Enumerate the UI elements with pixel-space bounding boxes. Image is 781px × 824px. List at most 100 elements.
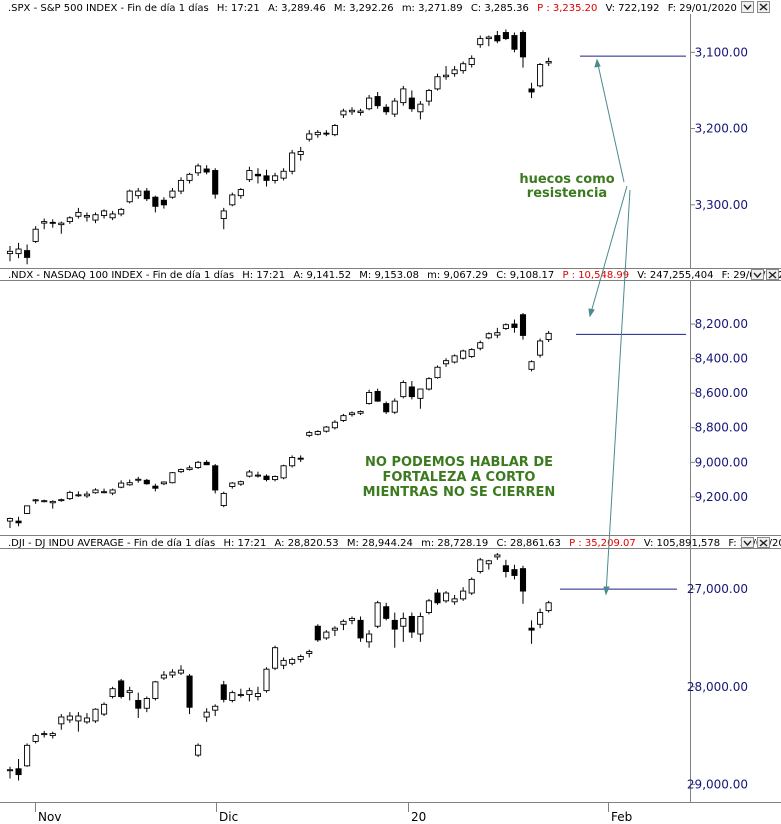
y-tick-ndx: 8,200.00 <box>695 317 748 331</box>
candle <box>280 657 287 670</box>
candle <box>468 55 475 68</box>
candle <box>451 354 458 364</box>
candle <box>41 499 48 503</box>
candle <box>135 476 142 483</box>
candle <box>374 600 381 629</box>
x-label-2020: 20 <box>411 810 426 824</box>
candle <box>135 692 142 718</box>
header-dji: .DJI - DJ INDU AVERAGE - Fin de día 1 dí… <box>8 537 781 549</box>
header-ndx-open: A: 9,141.52 <box>293 270 351 281</box>
spx-minimize-button[interactable] <box>741 1 754 13</box>
candle <box>58 714 65 730</box>
x-label-dic: Dic <box>219 810 238 824</box>
candle <box>143 696 150 713</box>
header-ndx-p: P : 10,548.99 <box>562 270 629 281</box>
y-tick-ndx: 8,800.00 <box>695 421 748 435</box>
candle <box>391 612 398 648</box>
candle <box>383 104 390 115</box>
arrow-head-dji <box>603 586 610 596</box>
candle <box>254 471 262 478</box>
candle <box>263 667 270 693</box>
candle <box>451 66 458 77</box>
candle <box>519 565 527 604</box>
header-dji-text: .DJI - DJ INDU AVERAGE - Fin de día 1 dí… <box>8 537 781 549</box>
candle <box>49 500 56 509</box>
candle <box>92 708 99 723</box>
candle <box>408 90 415 112</box>
candle <box>366 630 373 648</box>
candle <box>331 123 338 137</box>
candle <box>417 612 424 642</box>
candle <box>15 516 22 527</box>
candle <box>537 62 544 88</box>
candle <box>32 498 39 504</box>
candle <box>109 210 116 221</box>
x-label-nov: Nov <box>38 810 61 824</box>
candle <box>143 478 150 485</box>
candle <box>400 612 407 642</box>
candle <box>348 411 356 417</box>
ndx-close-button[interactable] <box>766 269 779 280</box>
ndx-minimize-icon <box>753 272 762 279</box>
candle <box>118 678 125 699</box>
candle <box>177 177 185 195</box>
candle <box>160 197 167 209</box>
annotation-strength-line-3: MIENTRAS NO SE CIERREN <box>363 485 556 500</box>
candle <box>417 388 424 409</box>
candle <box>49 219 56 228</box>
candle <box>519 30 527 68</box>
candle <box>528 82 535 99</box>
ndx-minimize-button[interactable] <box>751 269 764 280</box>
dji-close-button[interactable] <box>757 537 770 548</box>
spx-close-button[interactable] <box>757 1 770 13</box>
header-ndx-high: M: 9,153.08 <box>359 270 419 281</box>
candle <box>280 168 287 181</box>
annotation-gap-line-1: huecos como <box>519 172 614 187</box>
candle <box>83 212 90 222</box>
candle <box>83 491 90 498</box>
arrow-to-spx-gap <box>596 59 625 183</box>
candle <box>502 29 509 41</box>
header-spx-low: m: 3,271.89 <box>402 3 463 14</box>
candle <box>32 226 39 243</box>
candle <box>237 188 244 199</box>
candle <box>160 481 167 486</box>
candle <box>177 665 185 676</box>
candle <box>537 338 544 358</box>
candle <box>314 430 321 436</box>
candle <box>152 680 159 701</box>
candle <box>331 420 338 430</box>
candle <box>511 32 518 53</box>
candle <box>494 327 501 339</box>
header-spx-open: A: 3,289.46 <box>268 3 326 14</box>
candle <box>511 319 518 333</box>
candle <box>24 743 31 767</box>
candle <box>237 480 244 486</box>
candle <box>118 480 125 489</box>
candle <box>340 108 347 118</box>
candle <box>314 624 321 642</box>
candle <box>41 218 48 230</box>
candle <box>545 330 552 343</box>
candle <box>528 360 535 372</box>
dji-minimize-button[interactable] <box>741 537 754 548</box>
candle <box>263 474 270 482</box>
header-dji-date: F: 29/01/2020 <box>728 538 781 549</box>
candle <box>83 713 90 724</box>
candle <box>109 686 116 699</box>
candle <box>366 95 373 111</box>
candle <box>348 616 356 625</box>
header-dji-open: A: 28,820.53 <box>275 538 339 549</box>
candle <box>443 591 450 603</box>
candle <box>434 73 441 91</box>
candle <box>212 704 219 717</box>
annotation-arrows <box>588 58 631 596</box>
candle <box>229 482 236 489</box>
candle <box>331 626 338 636</box>
annotation-gap-line-2: resistencia <box>527 186 607 201</box>
dji-minimize-icon <box>743 540 752 547</box>
candles-ndx <box>6 312 552 528</box>
candle <box>289 149 296 175</box>
header-ndx-title: .NDX - NASDAQ 100 INDEX - Fin de día 1 d… <box>8 269 234 281</box>
